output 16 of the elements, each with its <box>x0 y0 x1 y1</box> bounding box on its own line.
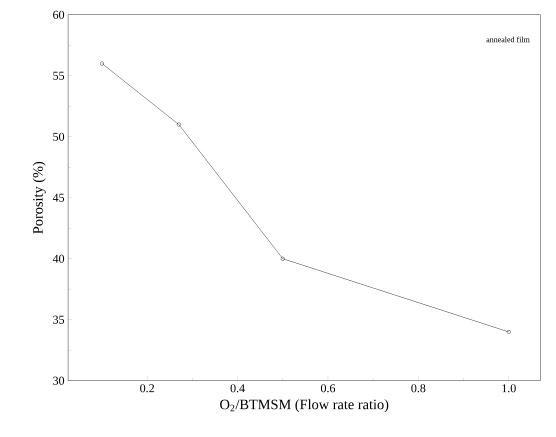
x-tick-label: 0.2 <box>140 384 154 392</box>
point <box>176 122 181 127</box>
y-tick-label: 55 <box>53 72 64 80</box>
y-tick-label: 50 <box>53 132 64 141</box>
y-tick-label: 35 <box>53 316 64 324</box>
point <box>280 256 285 261</box>
y-tick-label: 60 <box>53 10 64 19</box>
x-tick-label: 1.0 <box>502 384 516 392</box>
y-tick-label: 45 <box>52 194 64 202</box>
x-tick-label: 0.4 <box>230 384 245 392</box>
x-tick-label: 0.8 <box>411 384 426 392</box>
y-axis-title: Porosity (%) <box>32 162 46 234</box>
y-tick-label: 40 <box>52 254 64 263</box>
x-axis-title: O$_{2}$/BTMSM (Flow rate ratio) <box>220 399 388 412</box>
y-tick-label: 30 <box>53 376 64 385</box>
x-tick-label: 0.6 <box>320 384 336 392</box>
